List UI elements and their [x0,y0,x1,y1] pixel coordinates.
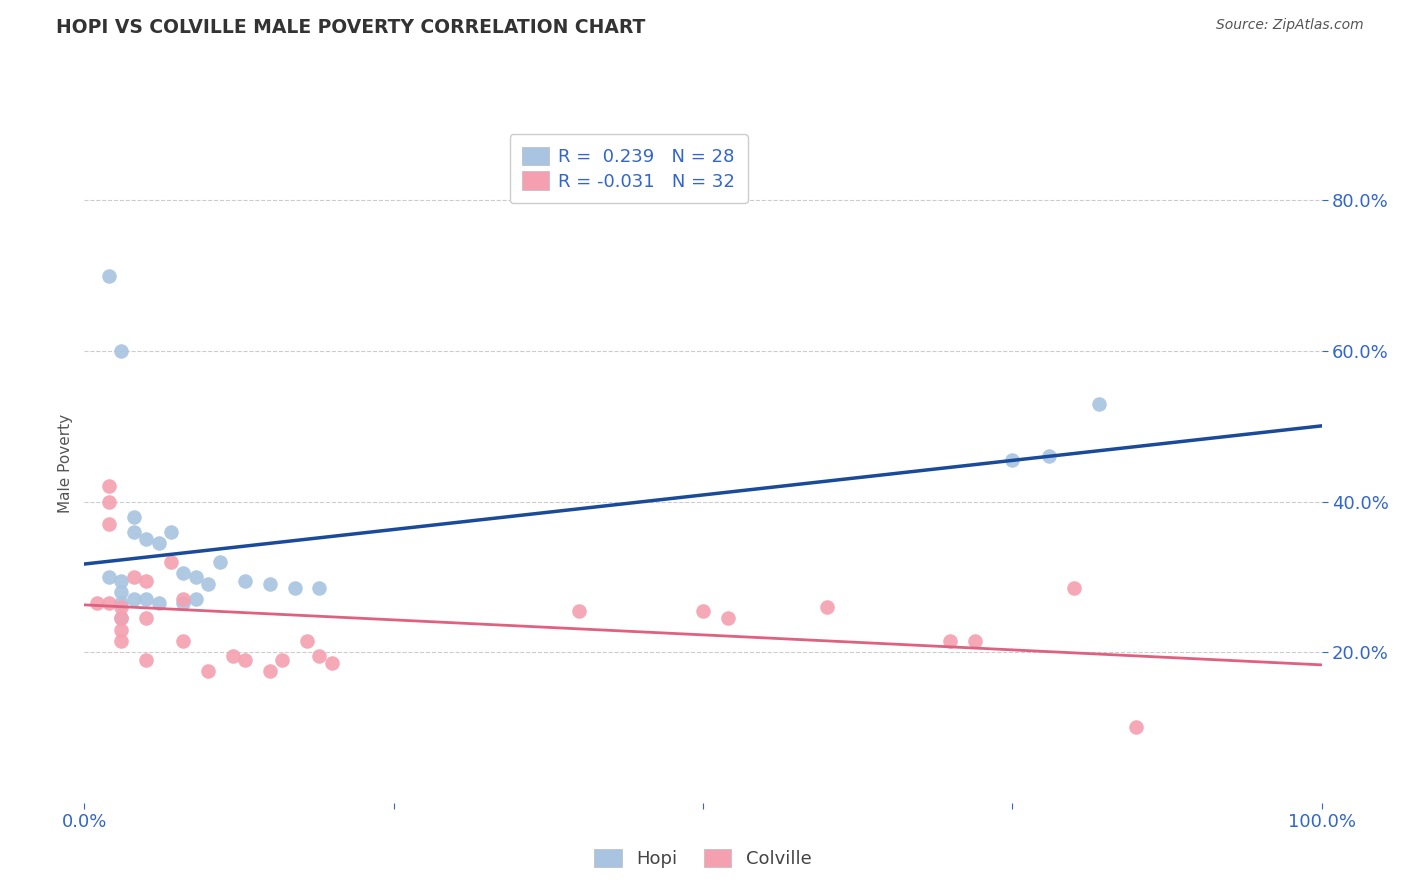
Point [148,596,170,610]
Point [259,577,281,591]
Point [172,566,194,580]
Point [172,596,194,610]
Point [86,596,108,610]
Point [135,611,157,625]
Point [110,599,132,614]
Point [209,555,232,569]
Point [1125,721,1147,735]
Point [1088,396,1111,410]
Point [98,596,121,610]
Point [98,268,121,283]
Point [148,536,170,550]
Point [98,494,121,508]
Y-axis label: Male Poverty: Male Poverty [58,414,73,514]
Point [568,604,591,618]
Point [965,633,987,648]
Point [197,577,219,591]
Point [717,611,740,625]
Point [308,581,330,595]
Point [184,592,207,607]
Point [271,653,294,667]
Point [135,592,157,607]
Point [1001,453,1024,467]
Point [122,570,145,584]
Point [1063,581,1085,595]
Point [172,592,194,607]
Point [122,592,145,607]
Point [110,611,132,625]
Point [98,570,121,584]
Legend: Hopi, Colville: Hopi, Colville [588,841,818,875]
Point [98,479,121,493]
Point [98,517,121,532]
Point [122,524,145,539]
Point [308,648,330,663]
Point [184,570,207,584]
Point [110,623,132,637]
Point [295,633,318,648]
Point [110,343,132,358]
Point [110,611,132,625]
Point [110,633,132,648]
Point [222,648,245,663]
Point [321,657,343,671]
Point [284,581,307,595]
Point [939,633,962,648]
Point [135,532,157,546]
Point [259,664,281,678]
Point [135,653,157,667]
Point [197,664,219,678]
Text: Source: ZipAtlas.com: Source: ZipAtlas.com [1216,18,1364,32]
Point [692,604,714,618]
Point [815,599,838,614]
Point [172,633,194,648]
Point [135,574,157,588]
Point [1038,450,1060,464]
Point [110,585,132,599]
Point [160,555,183,569]
Point [110,596,132,610]
Point [160,524,183,539]
Point [233,653,256,667]
Point [110,574,132,588]
Point [122,509,145,524]
Text: HOPI VS COLVILLE MALE POVERTY CORRELATION CHART: HOPI VS COLVILLE MALE POVERTY CORRELATIO… [56,18,645,37]
Point [233,574,256,588]
